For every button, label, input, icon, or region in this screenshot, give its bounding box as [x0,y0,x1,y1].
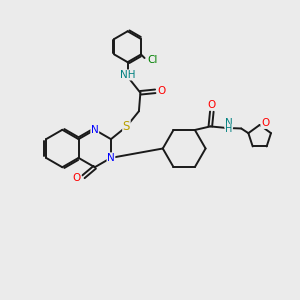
Text: H: H [225,124,232,134]
Text: O: O [261,118,269,128]
Text: S: S [123,120,130,133]
Text: Cl: Cl [148,56,158,65]
Text: N: N [225,118,232,128]
Text: N: N [91,125,99,135]
Text: N: N [107,153,115,163]
Text: NH: NH [120,70,135,80]
Text: O: O [208,100,216,110]
Text: O: O [158,86,166,96]
Text: O: O [73,173,81,183]
